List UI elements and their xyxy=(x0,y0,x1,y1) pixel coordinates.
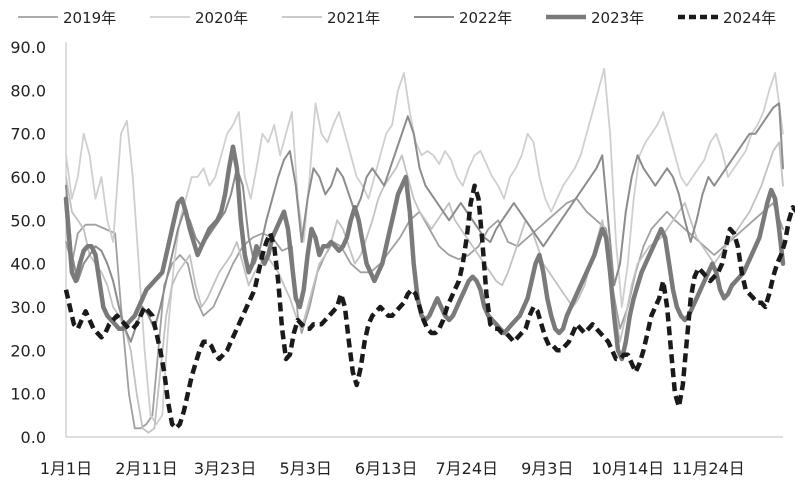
y-tick-label: 20.0 xyxy=(10,341,46,360)
series-line-3 xyxy=(65,141,784,434)
legend-label: 2019年 xyxy=(63,9,116,27)
x-tick-label: 11月24日 xyxy=(672,459,745,478)
x-axis: 1月1日 2月11日 3月23日 5月3日 6月13日 7月24日 9月3日 10月14日 11… xyxy=(40,436,783,478)
legend-label: 2021年 xyxy=(327,9,380,27)
series-group xyxy=(63,67,795,434)
x-tick-label: 3月23日 xyxy=(194,459,257,478)
legend-label: 2023年 xyxy=(591,9,644,27)
y-axis: 0.0 10.0 20.0 30.0 40.0 50.0 60.0 70.0 80.0 90.0 xyxy=(10,38,67,447)
y-tick-label: 60.0 xyxy=(10,168,46,187)
x-tick-label: 7月24日 xyxy=(435,459,498,478)
legend-label: 2024年 xyxy=(723,9,776,27)
x-tick-label: 9月3日 xyxy=(521,459,573,478)
x-tick-label: 5月3日 xyxy=(279,459,331,478)
series-line-2 xyxy=(65,67,784,425)
x-tick-label: 6月13日 xyxy=(355,459,418,478)
series-line-6 xyxy=(63,183,795,431)
legend: 2019年 2020年 2021年 2022年 2023年 2024年 xyxy=(18,9,776,27)
y-tick-label: 10.0 xyxy=(10,385,46,404)
y-tick-label: 40.0 xyxy=(10,255,46,274)
x-tick-label: 1月1日 xyxy=(40,459,92,478)
legend-label: 2020年 xyxy=(195,9,248,27)
x-tick-label: 2月11日 xyxy=(115,459,178,478)
y-tick-label: 70.0 xyxy=(10,125,46,144)
y-tick-label: 90.0 xyxy=(10,38,46,57)
series-line-1 xyxy=(65,197,784,430)
y-tick-label: 0.0 xyxy=(21,428,46,447)
y-tick-label: 80.0 xyxy=(10,81,46,100)
y-tick-label: 50.0 xyxy=(10,211,46,230)
legend-label: 2022年 xyxy=(459,9,512,27)
x-tick-label: 10月14日 xyxy=(591,459,664,478)
y-tick-label: 30.0 xyxy=(10,298,46,317)
